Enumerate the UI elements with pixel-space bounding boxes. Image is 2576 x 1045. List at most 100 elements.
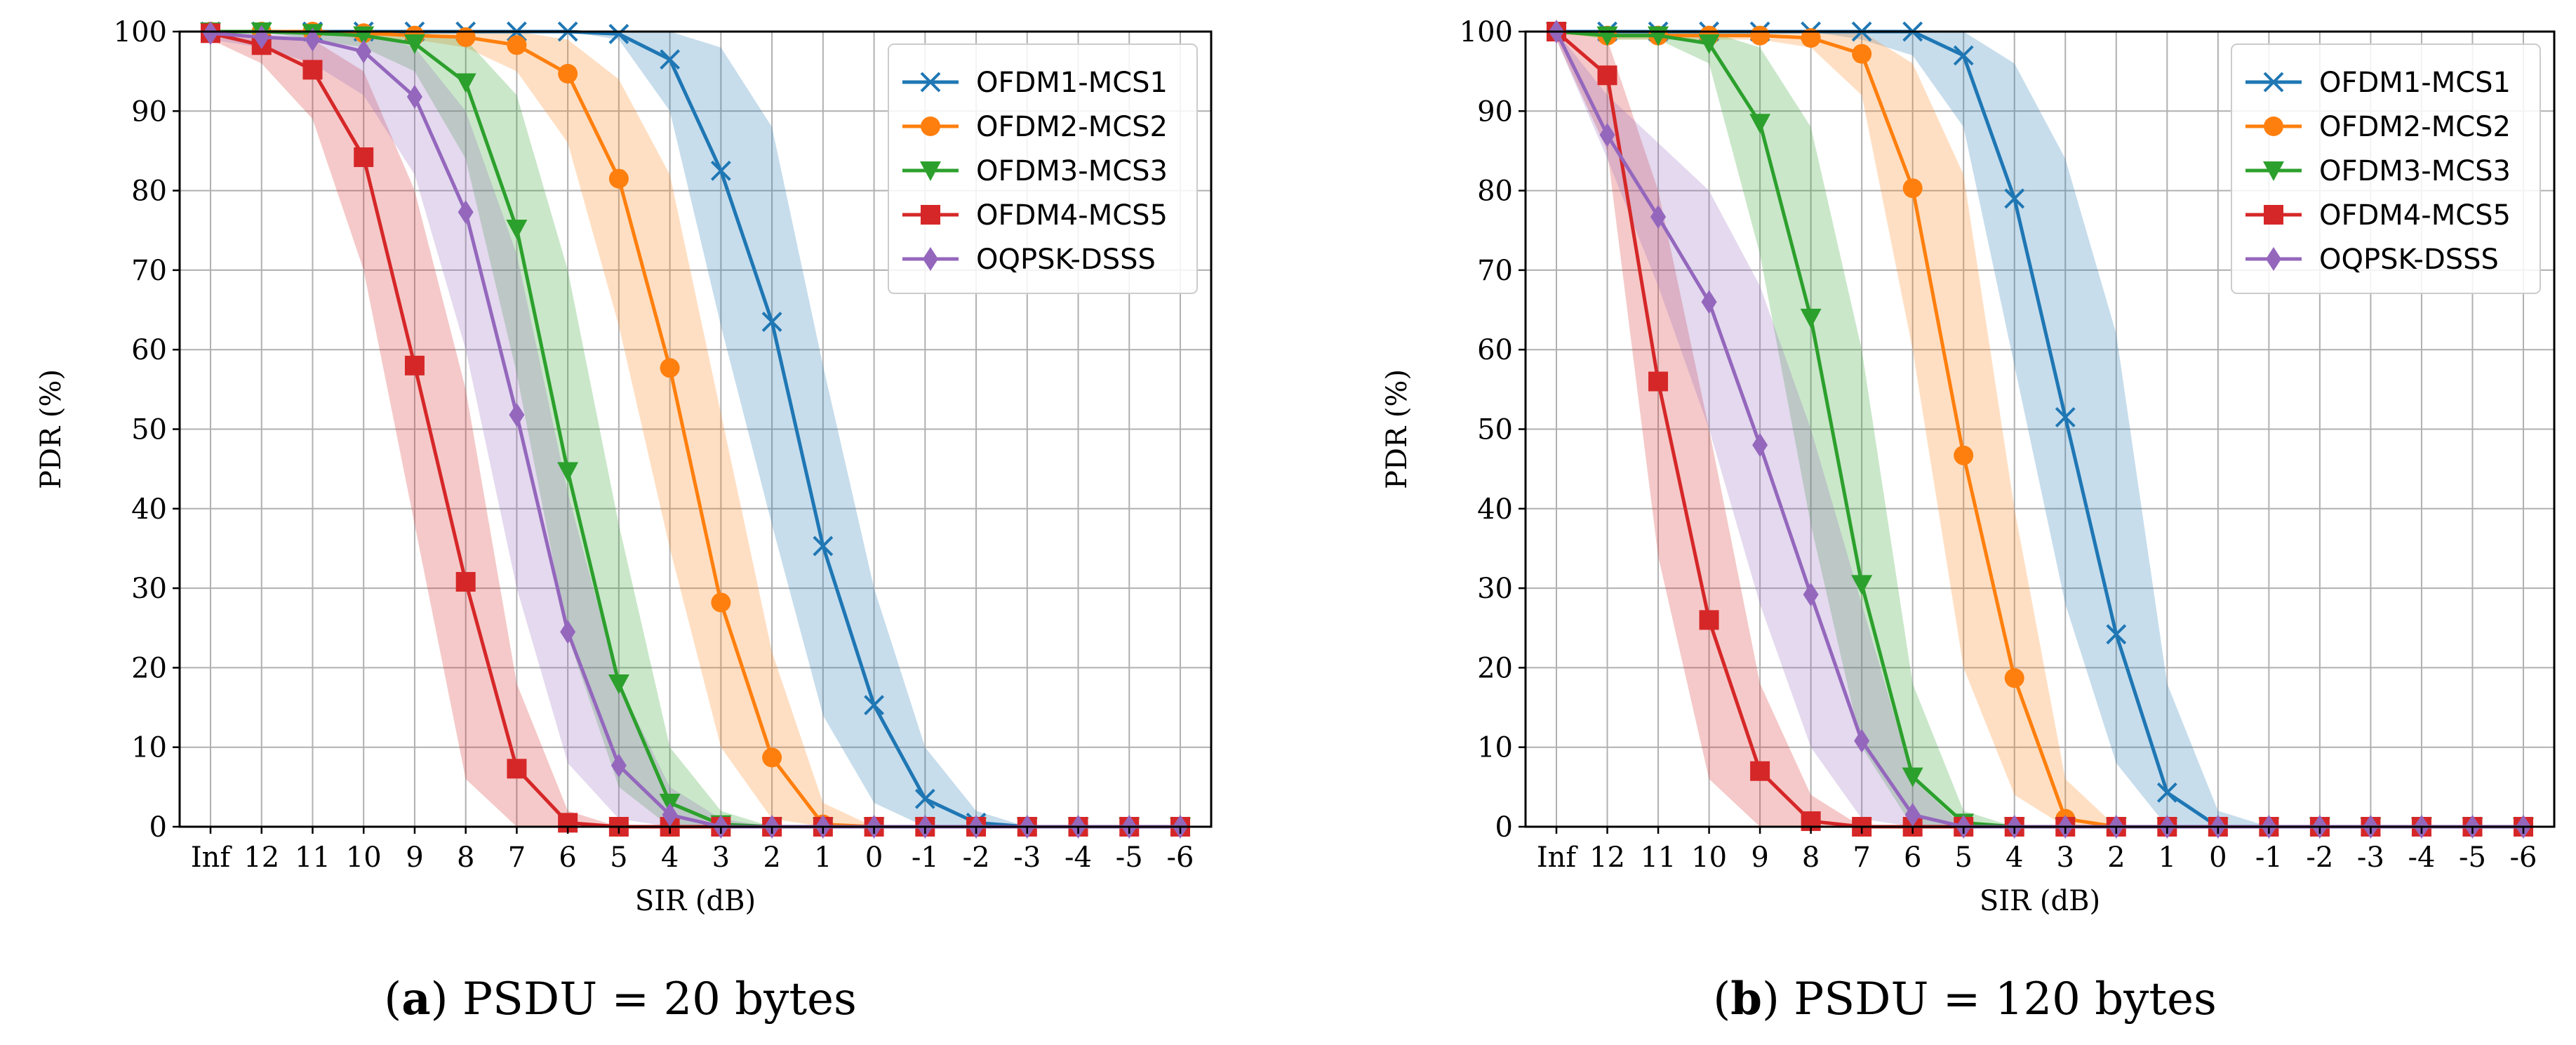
chart-b-point-oqpsk-dsss-7 — [1854, 728, 1870, 753]
chart-b-band-ofdm2-mcs2 — [1556, 32, 2523, 827]
chart-b-point-ofdm2-mcs2-7 — [1852, 44, 1872, 64]
chart-b-point-ofdm1-mcs1-4 — [2004, 188, 2025, 209]
chart-a-point-ofdm1-mcs1-4-stroke-2 — [660, 49, 681, 70]
chart-b-xtick-label-1: -1 — [2255, 841, 2283, 874]
chart-a-xtick-label-11: 11 — [295, 841, 331, 874]
chart-a-legend-label-ofdm3-mcs3: OFDM3-MCS3 — [976, 155, 1168, 187]
chart-b-xtick-label-2: 2 — [2107, 841, 2125, 874]
chart-b-ylabel: PDR (%) — [1381, 369, 1413, 489]
chart-b-point-ofdm2-mcs2-9 — [1750, 25, 1770, 46]
chart-a-xtick-label-4: 4 — [661, 841, 679, 874]
chart-a-legend-item-ofdm1-mcs1: OFDM1-MCS1 — [902, 67, 1168, 99]
chart-a-ylabel: PDR (%) — [35, 369, 67, 489]
chart-b-legend-marker-ofdm2-mcs2 — [2264, 117, 2283, 136]
chart-a-point-ofdm4-mcs5-7 — [507, 759, 527, 779]
chart-b-legend-item-ofdm2-mcs2: OFDM2-MCS2 — [2245, 111, 2511, 143]
chart-b-caption-text: PSDU = 120 bytes — [1794, 973, 2217, 1025]
chart-a-point-ofdm3-mcs3-8 — [455, 73, 476, 93]
chart-a-point-ofdm1-mcs1-0 — [864, 695, 884, 716]
chart-a-ytick-label-90: 90 — [131, 95, 167, 128]
chart-a-ytick-label-20: 20 — [131, 652, 167, 684]
chart-b-ytick-label-50: 50 — [1477, 414, 1513, 446]
chart-a-point-oqpsk-dsss-6 — [560, 620, 576, 644]
chart-a-ytick-label-50: 50 — [131, 414, 167, 446]
chart-a-xtick-label-5: 5 — [610, 841, 627, 874]
chart-b-point-ofdm1-mcs1-4-stroke-2 — [2004, 188, 2025, 209]
panel-a: Inf 12 11 10 9 8 7 6 5 4 3 2 1 0 -1 -2 -3 -4 -5 -6010203040… — [35, 16, 1213, 1025]
chart-b-ytick-label-0: 0 — [1495, 811, 1513, 844]
chart-b-xtick-label-2: -2 — [2306, 841, 2333, 874]
chart-b-point-ofdm1-mcs1-5-stroke-2 — [1953, 45, 1974, 66]
chart-b-ytick-label-20: 20 — [1477, 652, 1513, 684]
chart-b-caption-close: ) — [1762, 973, 1794, 1025]
chart-b-xlabel: SIR (dB) — [1980, 885, 2100, 917]
chart-a-xtick-label-7: 7 — [508, 841, 526, 874]
chart-a-caption: (a) PSDU = 20 bytes — [384, 973, 857, 1025]
chart-a-xtick-label-2: 2 — [763, 841, 780, 874]
chart-b-point-oqpsk-dsss-6 — [1904, 803, 1921, 827]
chart-a-xtick-label-9: 9 — [406, 841, 423, 874]
chart-a-ytick-label-60: 60 — [131, 334, 167, 366]
chart-b-band-ofdm1-mcs1 — [1556, 32, 2523, 827]
chart-b-grid — [1526, 31, 2554, 827]
chart-b-ytick-label-10: 10 — [1477, 732, 1513, 764]
chart-a-band-ofdm2-mcs2 — [211, 32, 1180, 827]
chart-a-xtick-label-1: -1 — [912, 841, 939, 874]
chart-b-point-ofdm1-mcs1-5 — [1953, 45, 1974, 66]
chart-b-legend-marker-ofdm1-mcs1 — [2263, 72, 2284, 93]
chart-a-xtick-label-inf: Inf — [191, 841, 233, 874]
chart-b-point-ofdm1-mcs1-3 — [2055, 407, 2076, 427]
chart-a-point-ofdm1-mcs1-1-stroke-2 — [914, 788, 935, 809]
chart-b-ytick-label-60: 60 — [1477, 334, 1513, 366]
chart-b-point-ofdm4-mcs5-10 — [1699, 610, 1719, 630]
chart-b-legend: OFDM1-MCS1 OFDM2-MCS2 OFDM3-MCS3 OFDM4-MCS5… — [2231, 44, 2541, 294]
chart-b-ytick-label-30: 30 — [1477, 573, 1513, 605]
chart-b-band-oqpsk-dsss — [1556, 32, 2523, 827]
chart-b-point-ofdm2-mcs2-5 — [1954, 445, 1974, 465]
chart-b-y-ticks: 0 10 20 30 40 50 60 70 80 90 100 — [1460, 16, 1526, 844]
chart-a-caption-close: ) — [431, 973, 462, 1025]
chart-a-ytick-label-100: 100 — [114, 16, 167, 48]
chart-a-point-ofdm1-mcs1-4 — [660, 49, 681, 70]
chart-a-point-ofdm2-mcs2-2 — [762, 747, 782, 768]
chart-b-legend-item-ofdm1-mcs1: OFDM1-MCS1 — [2245, 67, 2511, 99]
chart-a-xtick-label-0: 0 — [865, 841, 883, 874]
chart-a-point-ofdm3-mcs3-6 — [557, 462, 579, 482]
chart-b-point-oqpsk-dsss-12 — [1599, 123, 1615, 147]
chart-b-point-oqpsk-dsss-8 — [1803, 583, 1819, 607]
chart-a-ytick-label-10: 10 — [131, 732, 167, 764]
chart-b-xtick-label-9: 9 — [1751, 841, 1768, 874]
chart-a-point-oqpsk-dsss-8 — [458, 200, 474, 225]
chart-a-point-ofdm2-mcs2-7 — [507, 35, 527, 55]
chart-a-xtick-label-1: 1 — [814, 841, 832, 874]
chart-b-ytick-label-100: 100 — [1460, 16, 1513, 48]
chart-b-caption-open: ( — [1713, 973, 1730, 1025]
chart-a-xtick-label-12: 12 — [243, 841, 279, 874]
chart-b-point-ofdm4-mcs5-11 — [1648, 371, 1669, 392]
chart-a-point-ofdm1-mcs1-2 — [761, 312, 782, 332]
chart-a-band-oqpsk-dsss — [211, 32, 1180, 827]
chart-b-point-oqpsk-dsss-10 — [1701, 290, 1717, 314]
chart-a-point-oqpsk-dsss-9 — [406, 84, 422, 109]
chart-b-band-ofdm3-mcs3 — [1556, 32, 2523, 827]
chart-a-point-oqpsk-dsss-10 — [356, 39, 372, 64]
chart-b-legend-item-ofdm4-mcs5: OFDM4-MCS5 — [2245, 199, 2511, 232]
chart-a-legend-item-ofdm3-mcs3: OFDM3-MCS3 — [902, 155, 1168, 187]
chart-b-bands — [1556, 32, 2523, 827]
chart-a-legend-marker-ofdm3-mcs3 — [920, 161, 941, 181]
chart-b-point-ofdm3-mcs3-8 — [1800, 308, 1822, 328]
chart-a-caption-open: ( — [384, 973, 401, 1025]
chart-b-xtick-label-4: -4 — [2408, 841, 2435, 874]
chart-a-point-ofdm4-mcs5-9 — [404, 355, 425, 375]
chart-b-legend-marker-ofdm3-mcs3 — [2263, 161, 2284, 181]
chart-a-xtick-label-10: 10 — [346, 841, 382, 874]
chart-a-point-ofdm4-mcs5-10 — [354, 147, 374, 168]
chart-b-xtick-label-5: 5 — [1954, 841, 1972, 874]
chart-b-point-ofdm3-mcs3-10 — [1698, 34, 1720, 54]
chart-a-legend-label-ofdm1-mcs1: OFDM1-MCS1 — [976, 67, 1168, 99]
chart-a-legend-item-ofdm4-mcs5: OFDM4-MCS5 — [902, 199, 1168, 232]
chart-a-legend-label-oqpsk-dsss: OQPSK-DSSS — [976, 244, 1156, 276]
chart-a-legend: OFDM1-MCS1 OFDM2-MCS2 OFDM3-MCS3 OFDM4-MCS5… — [888, 44, 1198, 294]
chart-a-ytick-label-30: 30 — [131, 573, 167, 605]
